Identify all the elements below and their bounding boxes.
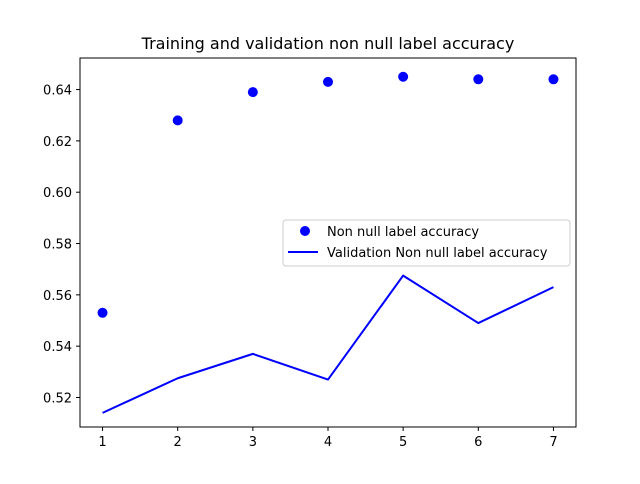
legend-label-validation: Validation Non null label accuracy <box>327 246 548 261</box>
y-tick-label-0.54: 0.54 <box>43 340 72 355</box>
x-tick-label-7: 7 <box>549 435 557 450</box>
training-accuracy-point-3 <box>247 87 258 98</box>
x-tick-label-3: 3 <box>249 435 257 450</box>
validation-accuracy-line <box>102 274 554 414</box>
training-accuracy-point-2 <box>172 115 183 126</box>
x-tick-label-2: 2 <box>174 435 182 450</box>
y-tick-label-0.52: 0.52 <box>43 391 72 406</box>
training-accuracy-point-6 <box>473 74 484 85</box>
x-tick-label-1: 1 <box>98 435 106 450</box>
x-tick-label-6: 6 <box>474 435 482 450</box>
training-accuracy-point-1 <box>97 307 108 318</box>
x-tick-label-5: 5 <box>399 435 407 450</box>
training-accuracy-point-5 <box>398 71 409 82</box>
chart-title: Training and validation non null label a… <box>141 34 515 53</box>
legend-frame <box>282 219 571 267</box>
x-tick-label-4: 4 <box>324 435 332 450</box>
training-accuracy-point-7 <box>548 74 559 85</box>
y-tick-label-0.60: 0.60 <box>43 186 72 201</box>
y-tick-label-0.64: 0.64 <box>43 84 72 99</box>
y-tick-label-0.58: 0.58 <box>43 238 72 253</box>
legend-label-training: Non null label accuracy <box>327 225 479 240</box>
training-accuracy-point-4 <box>323 76 333 87</box>
y-tick-label-0.56: 0.56 <box>43 289 72 304</box>
legend-marker-training <box>300 226 310 236</box>
legend: Non null label accuracy Validation Non n… <box>282 219 571 267</box>
plot-area: 1 2 3 4 5 6 7 0.52 0.54 0.56 0.58 0.60 0.62 0.64 <box>43 57 577 450</box>
y-tick-label-0.62: 0.62 <box>43 135 72 150</box>
